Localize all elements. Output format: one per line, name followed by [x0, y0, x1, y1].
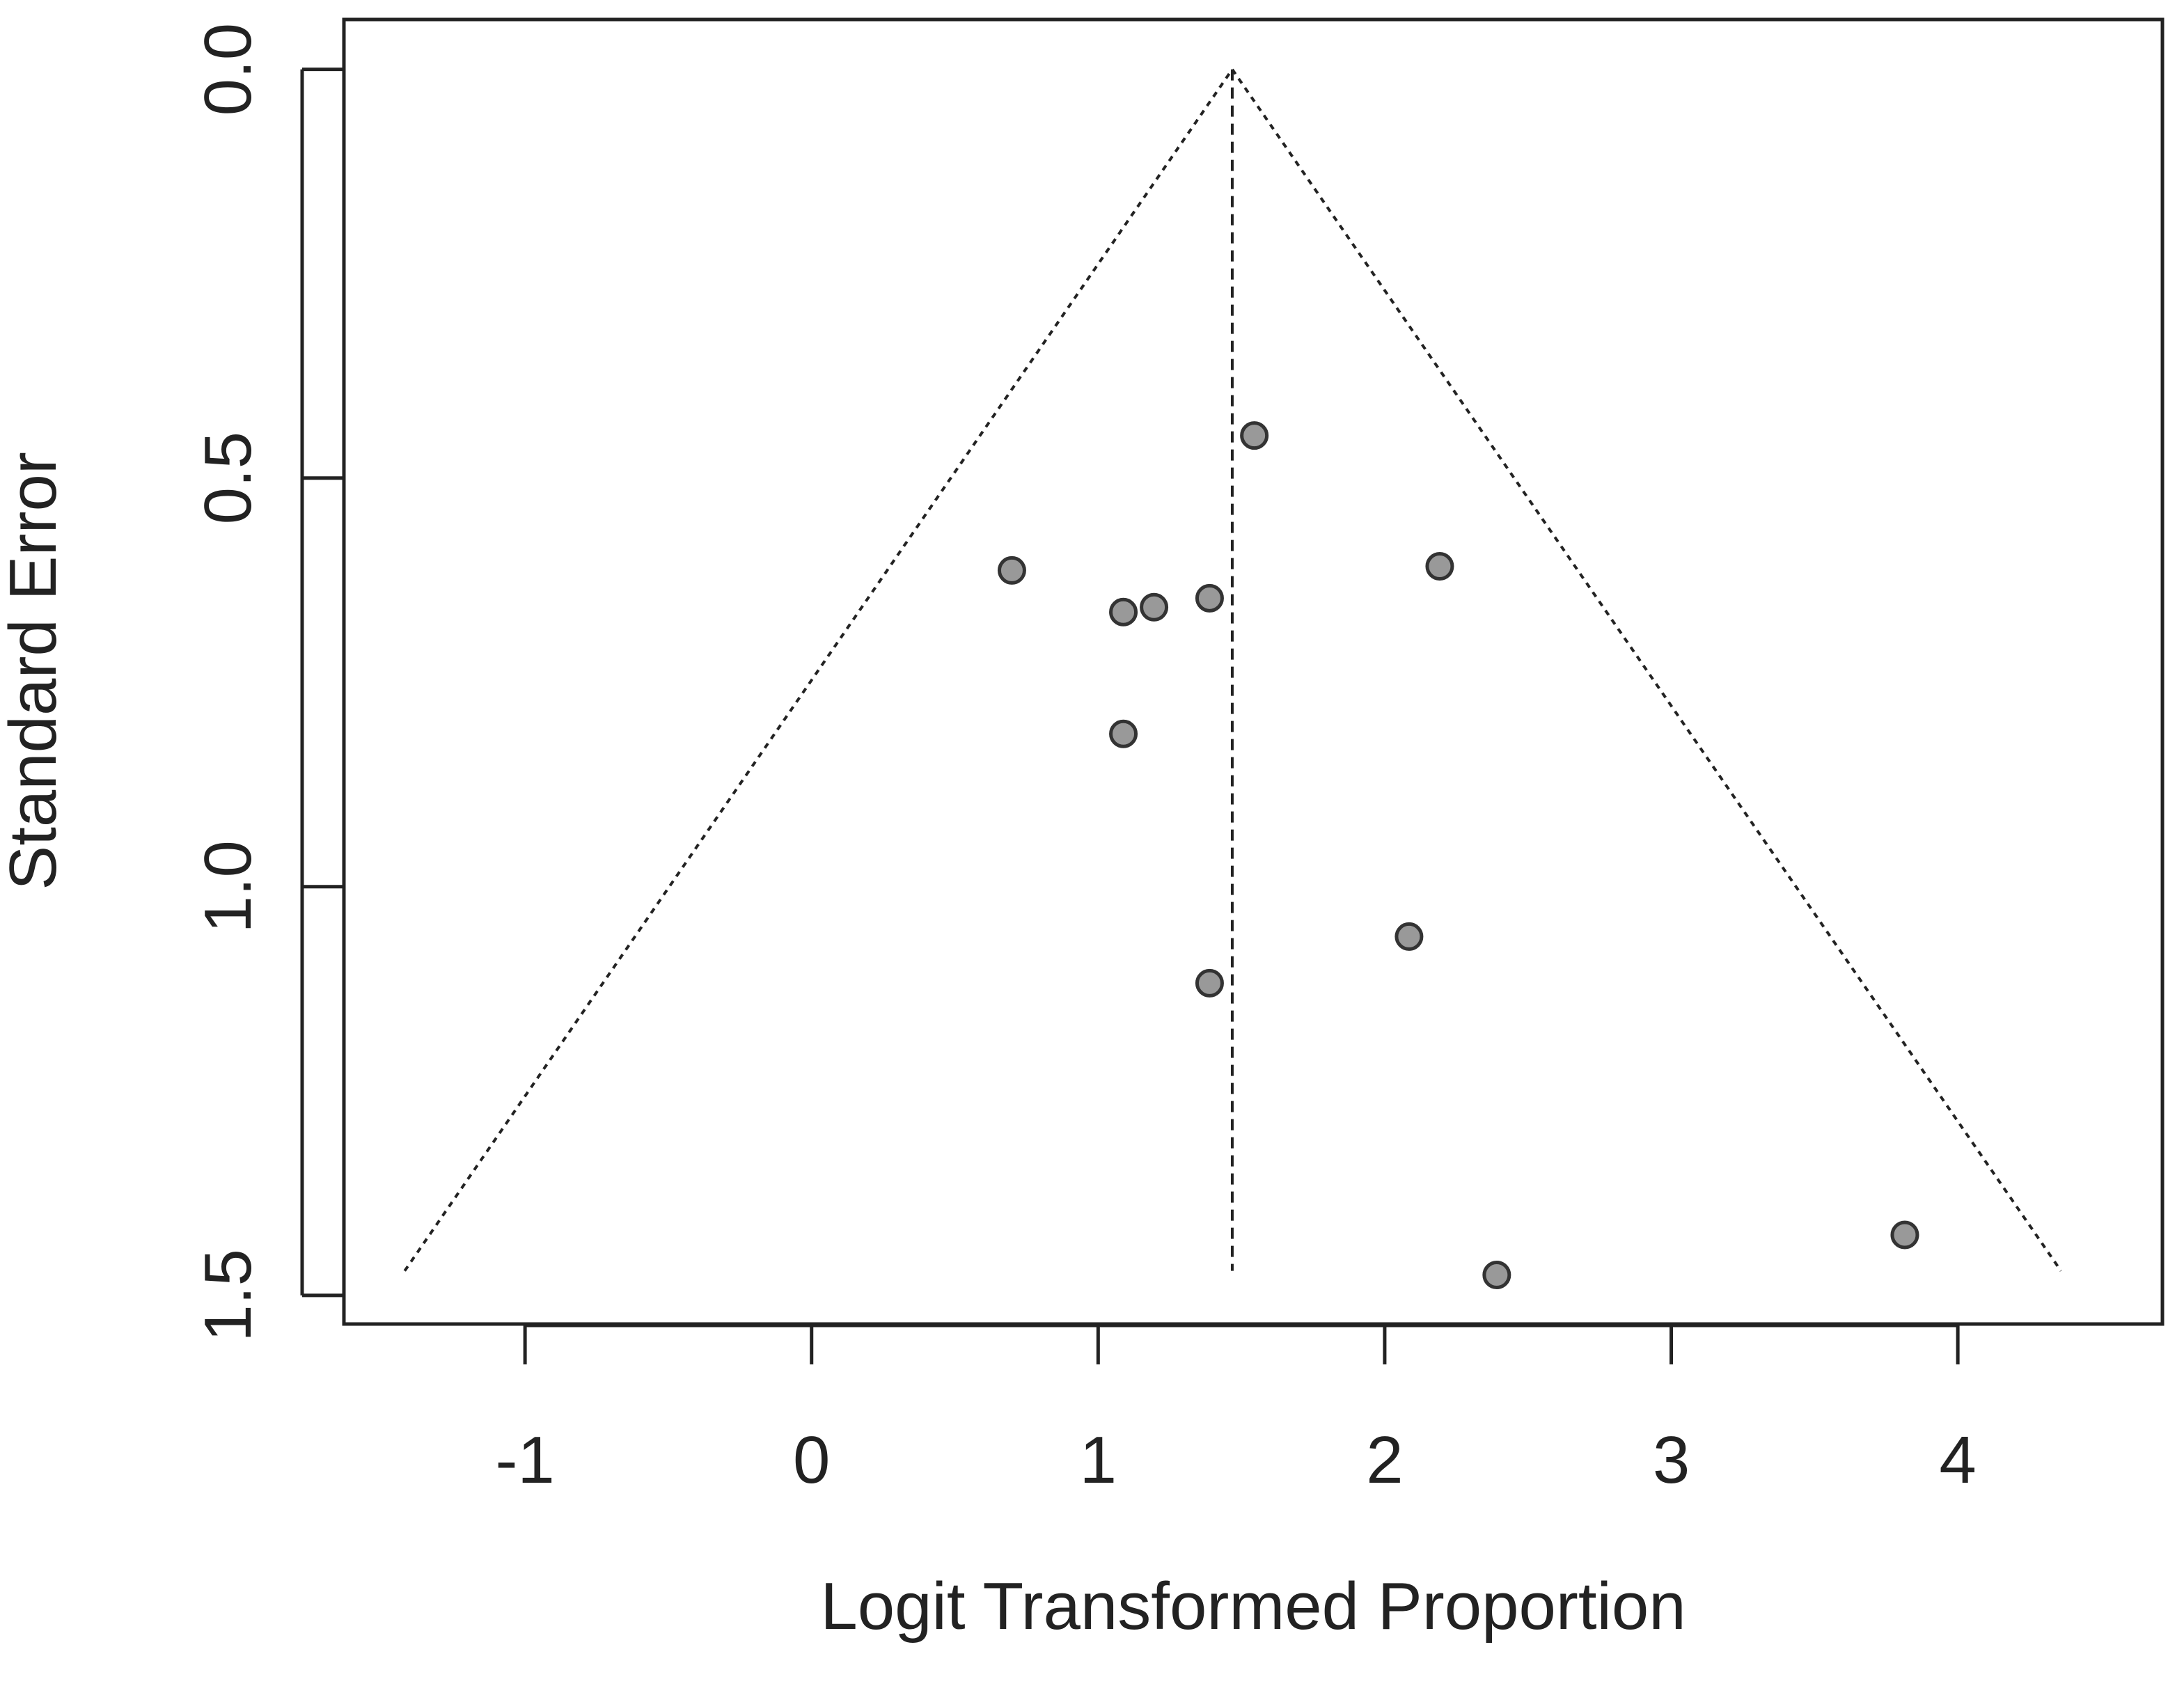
point: [1195, 968, 1224, 998]
x-tick-label: 3: [1653, 1423, 1690, 1497]
y-tick-label: 1.0: [191, 840, 265, 933]
point: [1195, 583, 1224, 613]
y-tick-label: 1.5: [191, 1249, 265, 1341]
x-tick-label: 4: [1939, 1423, 1976, 1497]
y-tick-label: 0.5: [191, 432, 265, 524]
x-axis-label: Logit Transformed Proportion: [820, 1569, 1686, 1644]
funnel-line: [403, 67, 2062, 1272]
plot-frame: [342, 17, 2165, 1326]
x-tick-label: 1: [1080, 1423, 1117, 1497]
x-tick-label: -1: [495, 1423, 554, 1497]
point: [1240, 421, 1269, 450]
x-tick-label: 2: [1366, 1423, 1403, 1497]
point: [1109, 597, 1138, 627]
point: [1395, 922, 1424, 951]
point: [1890, 1220, 1919, 1250]
point: [1482, 1261, 1511, 1290]
point: [997, 556, 1026, 585]
y-tick-label: 0.0: [191, 23, 265, 116]
point: [1425, 552, 1454, 581]
point: [1109, 719, 1138, 748]
point: [1140, 592, 1169, 622]
x-tick-label: 0: [793, 1423, 830, 1497]
y-axis-label: Standard Error: [0, 452, 70, 890]
